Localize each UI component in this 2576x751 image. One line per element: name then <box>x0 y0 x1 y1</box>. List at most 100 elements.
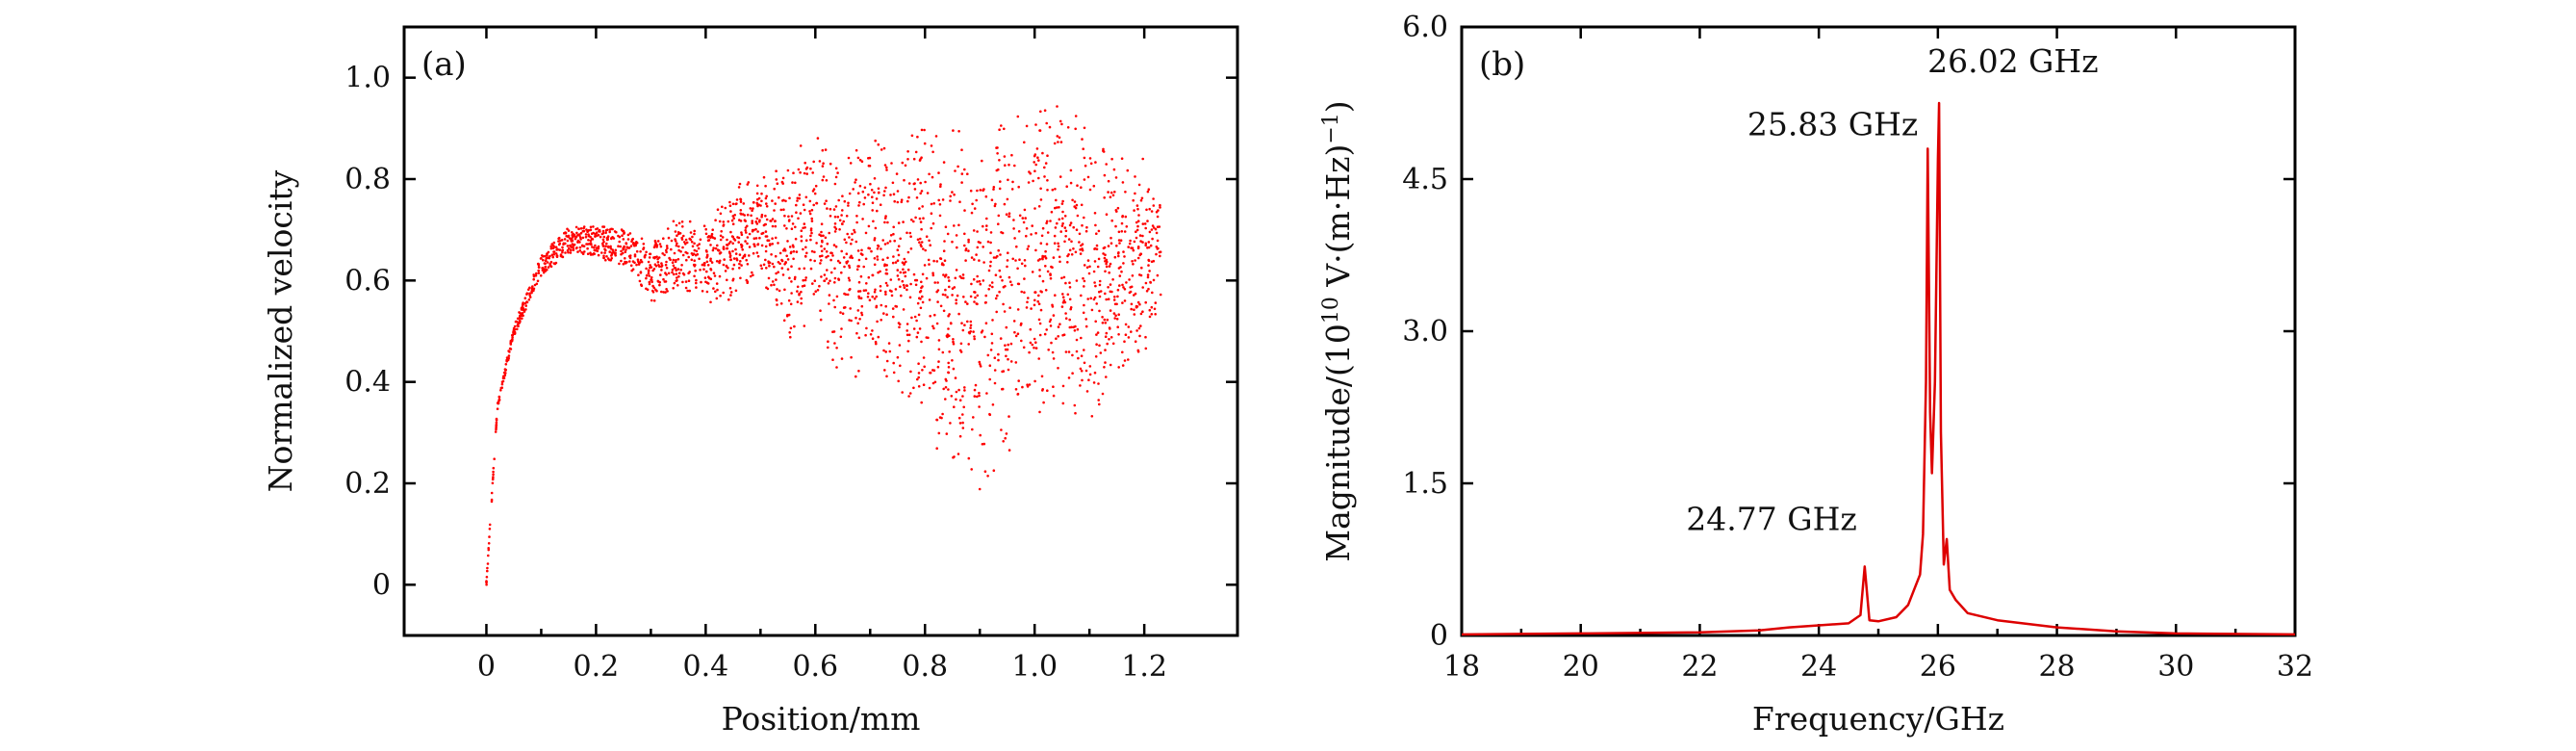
scatter-point <box>935 290 938 294</box>
y-axis-title-b: Magnitude/(1010 V·(m·Hz)−1) <box>1319 100 1357 561</box>
scatter-point <box>1102 246 1106 250</box>
scatter-point <box>958 200 961 203</box>
scatter-point <box>889 234 893 237</box>
scatter-point <box>591 238 595 241</box>
scatter-point <box>530 287 534 290</box>
scatter-point <box>1132 248 1135 252</box>
scatter-point <box>1057 245 1060 248</box>
scatter-point <box>1107 179 1110 183</box>
scatter-point <box>884 350 887 353</box>
scatter-point <box>1079 367 1083 371</box>
scatter-point <box>790 215 794 218</box>
scatter-point <box>871 195 874 198</box>
scatter-point <box>693 242 696 246</box>
scatter-point <box>660 264 664 268</box>
scatter-point <box>813 250 816 254</box>
scatter-point <box>907 339 910 343</box>
scatter-point <box>884 281 888 285</box>
scatter-point <box>876 355 880 359</box>
scatter-point <box>664 272 667 274</box>
scatter-point <box>873 257 877 260</box>
scatter-point <box>1058 206 1060 209</box>
a-y-tick-label: 0.4 <box>344 366 391 400</box>
scatter-point <box>618 240 621 244</box>
scatter-point <box>901 391 904 394</box>
scatter-point <box>949 322 953 324</box>
scatter-point <box>892 232 895 236</box>
scatter-point <box>666 246 669 250</box>
scatter-point <box>973 388 977 392</box>
plot-frame-a <box>402 25 1239 637</box>
b-y-tick-label: 3.0 <box>1402 315 1448 349</box>
scatter-point <box>728 204 732 207</box>
scatter-point <box>672 272 676 276</box>
scatter-point <box>845 215 849 218</box>
scatter-point <box>1148 270 1151 272</box>
scatter-point <box>1123 340 1126 344</box>
scatter-point <box>1035 147 1039 150</box>
scatter-point <box>676 258 680 261</box>
scatter-point <box>825 255 828 259</box>
scatter-point <box>860 248 863 252</box>
scatter-point <box>1080 203 1084 207</box>
scatter-point <box>1137 326 1141 330</box>
scatter-point <box>1159 254 1161 258</box>
scatter-point <box>1052 314 1056 317</box>
scatter-point <box>942 249 946 253</box>
scatter-point <box>1154 301 1158 304</box>
scatter-point <box>739 276 742 280</box>
scatter-point <box>970 282 973 286</box>
scatter-point <box>944 225 948 228</box>
scatter-point <box>1146 275 1150 279</box>
scatter-point <box>584 235 588 239</box>
scatter-point <box>1071 353 1074 357</box>
scatter-point <box>933 313 936 317</box>
scatter-point <box>802 226 804 230</box>
scatter-point <box>994 273 998 277</box>
scatter-point <box>1146 190 1150 194</box>
a-x-tick-label: 0.8 <box>902 650 948 684</box>
scatter-point <box>981 443 984 446</box>
scatter-point <box>788 276 791 280</box>
scatter-point <box>880 319 882 322</box>
scatter-point <box>907 395 910 398</box>
scatter-point <box>826 242 829 246</box>
scatter-point <box>1048 125 1052 129</box>
scatter-point <box>999 275 1002 278</box>
scatter-point <box>1072 247 1075 250</box>
scatter-point <box>813 279 817 283</box>
scatter-point <box>871 273 875 277</box>
scatter-point <box>561 246 564 249</box>
scatter-point <box>1057 242 1059 246</box>
scatter-point <box>1013 237 1016 240</box>
scatter-point <box>835 347 838 350</box>
scatter-point <box>1023 291 1026 295</box>
scatter-point <box>954 376 957 379</box>
scatter-point <box>999 180 1002 183</box>
a-y-tick-label: 0.6 <box>344 264 391 298</box>
scatter-point <box>729 294 732 297</box>
scatter-point <box>695 249 699 253</box>
scatter-point <box>885 359 889 363</box>
scatter-point <box>1048 320 1052 324</box>
scatter-point <box>1139 312 1143 316</box>
scatter-point <box>1108 326 1111 329</box>
scatter-point <box>1061 384 1065 388</box>
scatter-point <box>1108 271 1110 274</box>
scatter-point <box>885 168 888 171</box>
scatter-point <box>916 135 919 139</box>
scatter-point <box>831 254 834 257</box>
scatter-point <box>681 225 684 228</box>
scatter-point <box>1060 305 1064 308</box>
scatter-point <box>754 227 757 231</box>
scatter-point <box>485 583 488 586</box>
scatter-point <box>1151 237 1154 241</box>
scatter-point <box>625 246 628 248</box>
scatter-point <box>896 248 900 252</box>
scatter-point <box>804 239 808 242</box>
scatter-point <box>576 241 579 244</box>
scatter-point <box>791 181 794 184</box>
scatter-point <box>1061 221 1064 225</box>
scatter-point <box>917 372 921 375</box>
scatter-point <box>840 327 843 330</box>
